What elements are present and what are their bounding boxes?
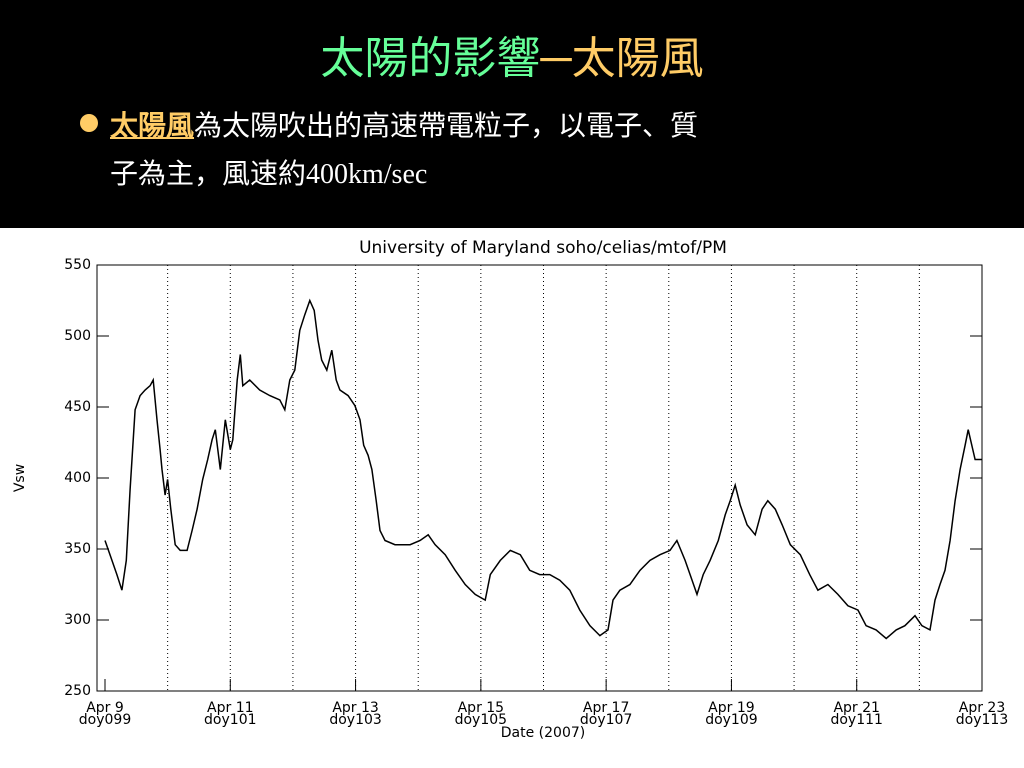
y-tick-label: 400 [64,470,91,486]
x-tick-label: Apr 17 doy107 [580,700,632,728]
y-tick-label: 250 [64,683,91,699]
bullet-text: 為太陽吹出的高速帶電粒子，以電子、質 [194,111,699,142]
y-tick-label: 500 [64,328,91,344]
y-tick-label: 300 [64,612,91,628]
x-tick-label: Apr 23 doy113 [956,700,1008,728]
title-green: 太陽的影響 [320,34,541,83]
x-tick-label: Apr 15 doy105 [455,700,507,728]
slide-header: 太陽的影響─太陽風 太陽風為太陽吹出的高速帶電粒子，以電子、質 子為主，風速約4… [0,0,1024,228]
x-tick-label: Apr 21 doy111 [830,700,882,728]
y-axis-label: Vsw [12,464,28,492]
data-line [104,298,982,640]
slide-title: 太陽的影響─太陽風 [0,22,1024,86]
x-tick-label: Apr 19 doy109 [705,700,757,728]
chart-background [0,228,1024,768]
x-axis-label: Date (2007) [501,725,585,741]
title-yellow: ─太陽風 [540,34,704,83]
chart-title: University of Maryland soho/celias/mtof/… [359,238,727,258]
bullet-line: 子為主，風速約400km/sec [110,159,428,190]
x-tick-label: Apr 11 doy101 [204,700,256,728]
chart: University of Maryland soho/celias/mtof/… [0,228,1024,768]
bullet-dot [80,114,98,132]
x-tick-label: Apr 9 doy099 [79,700,131,728]
y-tick-label: 550 [64,257,91,273]
y-tick-label: 450 [64,399,91,415]
bullet-line: 太陽風為太陽吹出的高速帶電粒子，以電子、質 [110,104,698,144]
x-tick-label: Apr 13 doy103 [329,700,381,728]
bullet-term: 太陽風 [110,111,195,142]
y-tick-label: 350 [64,541,91,557]
